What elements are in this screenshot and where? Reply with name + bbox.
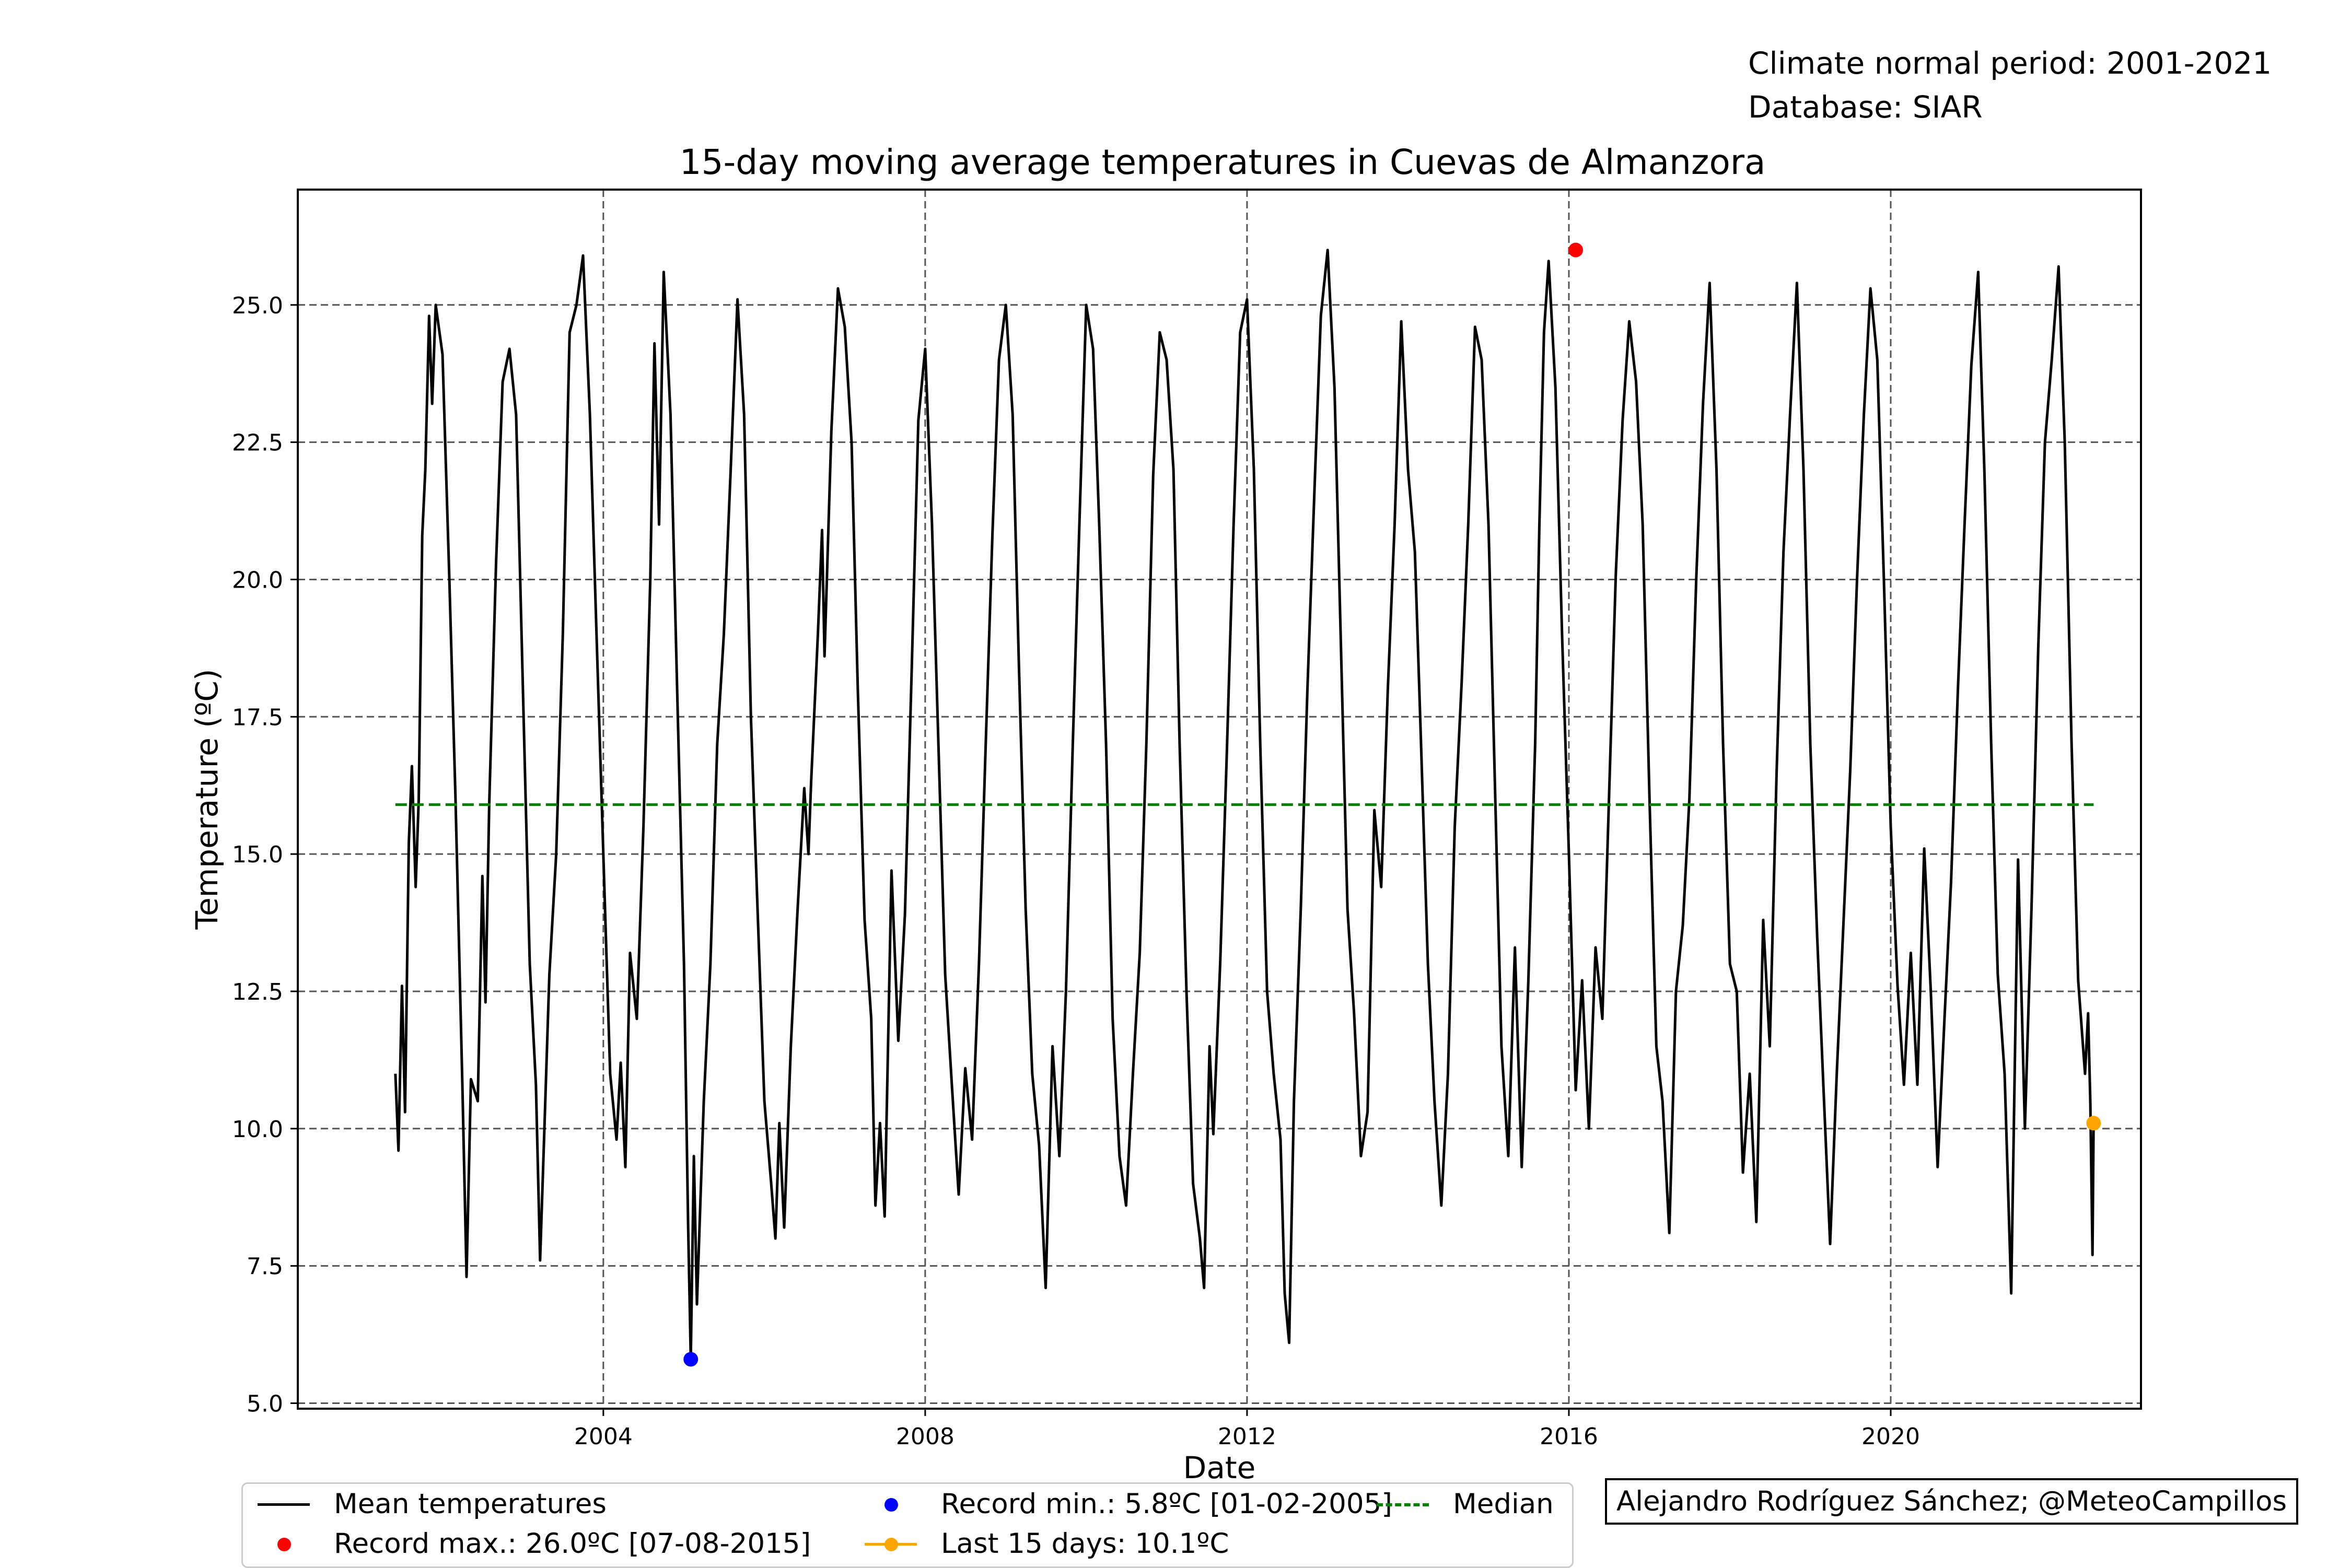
x-tick-label: 2016 [1540,1423,1598,1450]
legend-item-last-15-days: Last 15 days: 10.1ºC [859,1528,1229,1560]
plot-frame [297,189,2142,1410]
y-tick-label: 7.5 [247,1254,283,1280]
y-tick-label: 20.0 [232,567,283,593]
y-tick-label: 5.0 [247,1390,283,1417]
legend-blue-dot-icon [859,1489,922,1520]
y-axis-label: Temperature (ºC) [189,669,225,930]
y-tick-label: 10.0 [232,1116,283,1143]
legend-orange-line-dot-icon [859,1528,922,1560]
y-tick-label: 22.5 [232,430,283,457]
legend-label-record-max: Record max.: 26.0ºC [07-08-2015] [334,1528,811,1560]
y-tick-label: 12.5 [232,979,283,1005]
ticks: 5.0 7.5 10.0 12.5 15.0 17.5 20.0 22.5 25.0 2004 20… [232,292,1920,1450]
x-axis-label: Date [1183,1450,1256,1485]
legend-label-last-15-days: Last 15 days: 10.1ºC [941,1528,1229,1560]
last-15-days-point [2086,1116,2101,1131]
legend-label-record-min: Record min.: 5.8ºC [01-02-2005] [941,1488,1392,1520]
legend: Mean temperatures Record max.: 26.0ºC [0… [241,1482,1574,1568]
climate-period-label: Climate normal period: 2001-2021 [1748,45,2272,81]
legend-red-dot-icon [252,1528,315,1560]
plot-area [394,242,2101,1367]
legend-label-median: Median [1453,1488,1554,1520]
record-min-point [683,1352,699,1367]
x-tick-label: 2004 [574,1423,633,1450]
legend-item-mean: Mean temperatures [252,1488,607,1520]
author-credit: Alejandro Rodríguez Sánchez; @MeteoCampi… [1605,1478,2299,1525]
chart-title: 15-day moving average temperatures in Cu… [680,142,1766,182]
y-tick-label: 25.0 [232,292,283,319]
mean-temperature-line [394,249,2095,1361]
grid [298,190,2141,1409]
legend-line-icon [252,1489,315,1520]
x-tick-label: 2012 [1218,1423,1276,1450]
legend-item-record-max: Record max.: 26.0ºC [07-08-2015] [252,1528,811,1560]
legend-dashed-line-icon [1371,1489,1434,1520]
database-label: Database: SIAR [1748,89,1983,125]
x-tick-label: 2020 [1861,1423,1920,1450]
legend-item-record-min: Record min.: 5.8ºC [01-02-2005] [859,1488,1392,1520]
y-tick-label: 15.0 [232,841,283,868]
legend-label-mean: Mean temperatures [334,1488,607,1520]
x-tick-label: 2008 [896,1423,955,1450]
legend-item-median: Median [1371,1488,1554,1520]
y-tick-label: 17.5 [232,704,283,731]
record-max-point [1568,242,1584,258]
